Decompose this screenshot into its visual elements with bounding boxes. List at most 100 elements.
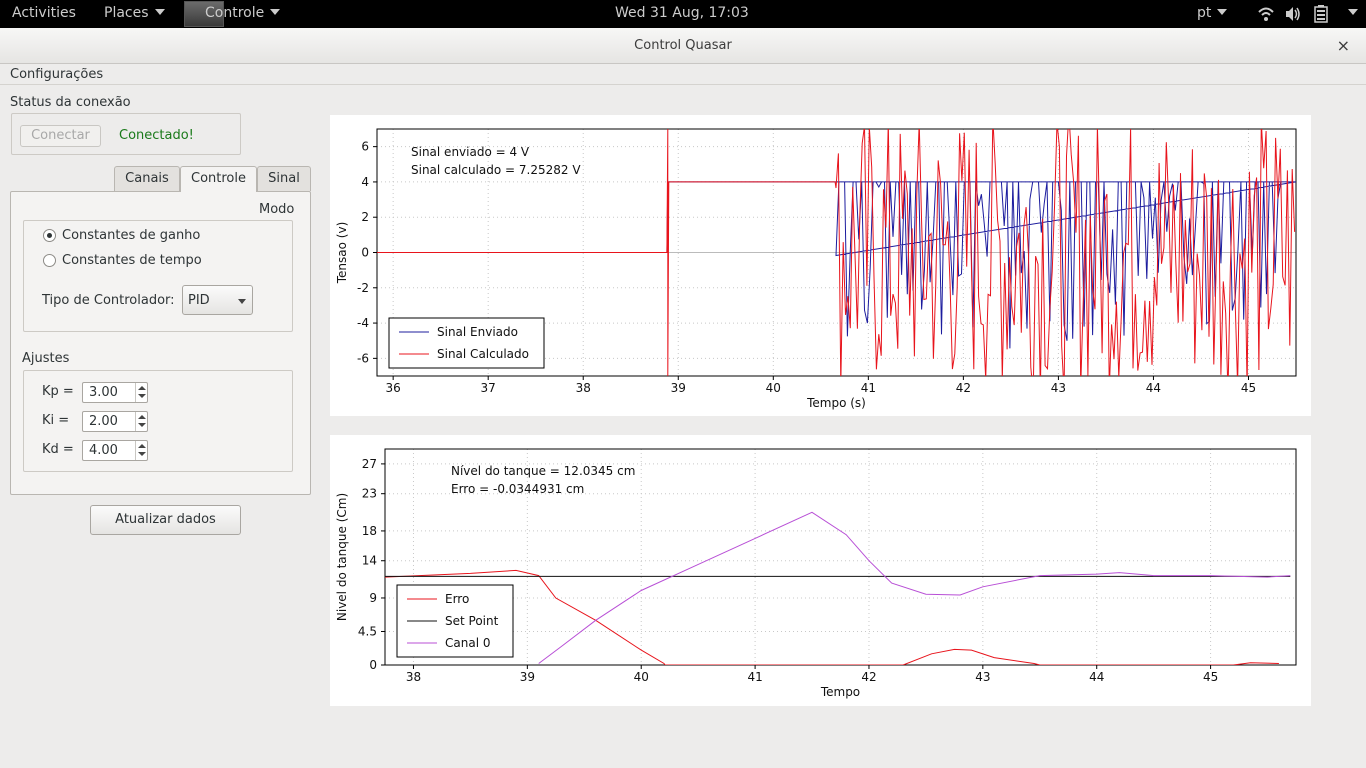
kd-value: 4.00 [89, 443, 118, 458]
x-tick-label: 40 [766, 381, 781, 395]
tipo-controlador-label: Tipo de Controlador: [42, 293, 175, 308]
ki-value: 2.00 [89, 414, 118, 429]
series-erro [385, 569, 1279, 665]
places-menu[interactable]: Places [104, 5, 165, 21]
chevron-up-icon[interactable] [138, 415, 146, 419]
connection-group: Conectar Conectado! [11, 113, 241, 155]
clock[interactable]: Wed 31 Aug, 17:03 [615, 5, 749, 21]
ajustes-label: Ajustes [22, 351, 70, 366]
y-tick-label: 6 [361, 140, 369, 154]
x-tick-label: 36 [386, 381, 401, 395]
radio-tempo[interactable] [43, 254, 56, 267]
ki-stepper[interactable] [135, 412, 147, 431]
ki-spinbox[interactable]: 2.00 [82, 411, 148, 432]
connect-button[interactable]: Conectar [20, 125, 101, 147]
tipo-controlador-value: PID [188, 293, 210, 308]
chevron-down-icon [1348, 9, 1358, 15]
ajustes-group: Kp = 3.00 Ki = 2.00 Kd = 4.00 [23, 370, 293, 472]
tab-bar: Canais Controle Sinal [10, 166, 311, 194]
radio-ganho[interactable] [43, 229, 56, 242]
y-tick-label: 2 [361, 210, 369, 224]
x-tick-label: 38 [406, 670, 421, 684]
y-tick-label: 9 [369, 591, 377, 605]
modo-group: Constantes de ganho Constantes de tempo … [23, 220, 293, 332]
menu-bar: Configurações [0, 65, 1366, 85]
chevron-down-icon[interactable] [138, 423, 146, 427]
chevron-up-icon[interactable] [138, 444, 146, 448]
legend-label: Sinal Calculado [437, 347, 529, 361]
kd-stepper[interactable] [135, 441, 147, 460]
radio-tempo-label[interactable]: Constantes de tempo [62, 253, 202, 268]
volume-icon[interactable] [1285, 6, 1301, 22]
x-tick-label: 39 [520, 670, 535, 684]
x-tick-label: 42 [956, 381, 971, 395]
kp-spinbox[interactable]: 3.00 [82, 382, 148, 403]
kp-stepper[interactable] [135, 383, 147, 402]
annotation: Nível do tanque = 12.0345 cm [451, 464, 635, 478]
y-axis-label: Tensao (v) [335, 222, 349, 285]
x-tick-label: 43 [1051, 381, 1066, 395]
tab-sinal[interactable]: Sinal [257, 166, 311, 191]
tipo-controlador-select[interactable]: PID [182, 285, 253, 315]
tab-canais[interactable]: Canais [114, 166, 180, 191]
x-tick-label: 39 [671, 381, 686, 395]
radio-ganho-label[interactable]: Constantes de ganho [62, 228, 201, 243]
ki-label: Ki = [42, 413, 70, 428]
y-tick-label: 4.5 [358, 624, 377, 638]
kd-spinbox[interactable]: 4.00 [82, 440, 148, 461]
x-tick-label: 45 [1203, 670, 1218, 684]
x-tick-label: 44 [1146, 381, 1161, 395]
annotation: Sinal calculado = 7.25282 V [411, 163, 581, 177]
x-axis-label: Tempo (s) [806, 396, 866, 410]
chevron-up-icon[interactable] [138, 386, 146, 390]
x-tick-label: 43 [975, 670, 990, 684]
x-tick-label: 40 [634, 670, 649, 684]
chevron-down-icon [270, 9, 281, 15]
tab-controle[interactable]: Controle [180, 166, 257, 192]
legend-box [388, 317, 545, 369]
y-axis-label: Nivel do tanque (Cm) [335, 493, 349, 621]
x-tick-label: 37 [481, 381, 496, 395]
radio-selected-dot [47, 233, 52, 238]
chevron-down-icon [1217, 9, 1228, 15]
chevron-down-icon[interactable] [138, 394, 146, 398]
app-menu-label: Controle [205, 5, 265, 21]
kd-label: Kd = [42, 442, 74, 457]
app-thumbnail-icon [184, 1, 224, 27]
connection-title: Status da conexão [10, 95, 131, 110]
x-tick-label: 45 [1241, 381, 1256, 395]
modo-label: Modo [259, 202, 295, 217]
controle-panel: Modo Constantes de ganho Constantes de t… [10, 191, 311, 495]
activities-button[interactable]: Activities [12, 5, 76, 21]
chevron-down-icon [154, 9, 165, 15]
top-bar: Activities Places Controle Wed 31 Aug, 1… [0, 0, 1366, 28]
x-tick-label: 44 [1089, 670, 1104, 684]
voltage-chart: 36 37 38 39 40 41 42 43 44 45 6 4 2 0 -2 -4 -6 Sinal envi… [330, 115, 1311, 416]
x-axis-label: Tempo [820, 685, 860, 699]
wifi-icon[interactable] [1258, 6, 1274, 22]
app-menu[interactable]: Controle [205, 5, 281, 21]
annotation: Sinal enviado = 4 V [411, 145, 530, 159]
y-tick-label: 0 [369, 658, 377, 672]
close-icon[interactable]: × [1336, 36, 1350, 55]
menu-configuracoes[interactable]: Configurações [10, 67, 104, 82]
language-label: pt [1197, 5, 1212, 21]
language-menu[interactable]: pt [1197, 5, 1228, 21]
x-tick-label: 38 [576, 381, 591, 395]
system-menu[interactable] [1342, 5, 1358, 21]
update-data-button[interactable]: Atualizar dados [90, 505, 241, 535]
annotation: Erro = -0.0344931 cm [451, 482, 584, 496]
y-tick-label: -6 [357, 351, 369, 365]
kp-label: Kp = [42, 384, 74, 399]
battery-icon[interactable] [1314, 5, 1328, 23]
chevron-down-icon[interactable] [138, 452, 146, 456]
legend-label: Canal 0 [445, 636, 490, 650]
window-titlebar[interactable]: Control Quasar × [0, 28, 1366, 64]
y-tick-label: 27 [362, 457, 377, 471]
level-chart: 38 39 40 41 42 43 44 45 0 4.5 9 14 18 23 27 Nível do ta… [330, 435, 1311, 706]
y-tick-label: 23 [362, 487, 377, 501]
legend-label: Set Point [445, 614, 499, 628]
y-tick-label: 4 [361, 175, 369, 189]
legend-label: Sinal Enviado [437, 325, 518, 339]
